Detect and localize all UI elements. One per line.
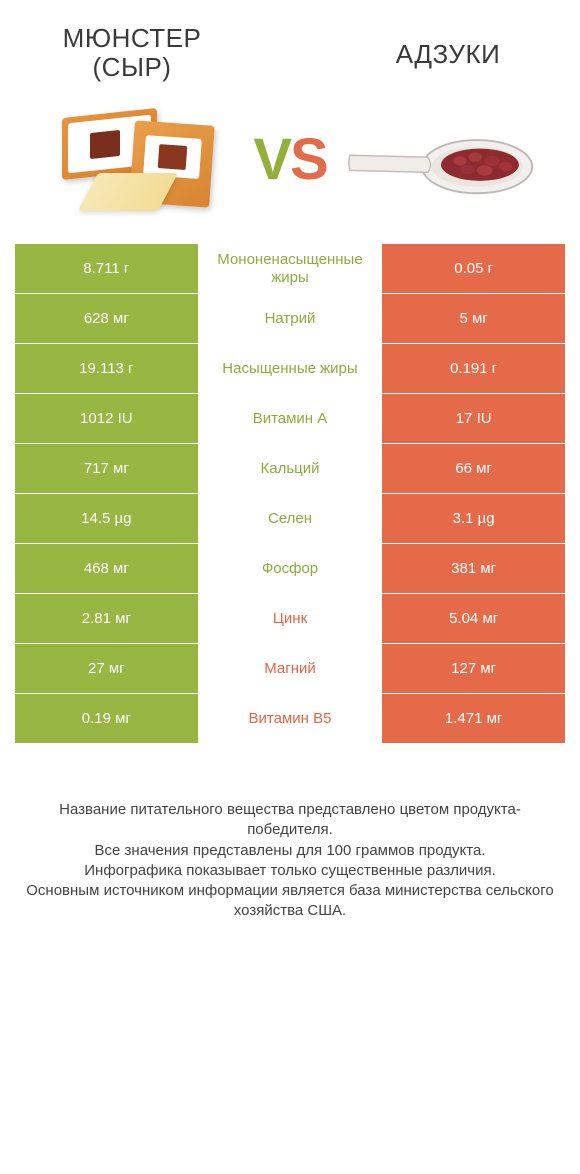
vs-v: V (253, 127, 290, 192)
table-row: 27 мгМагний127 мг (15, 644, 566, 694)
cell-nutrient: Натрий (198, 294, 382, 344)
footer-line: Основным источником информации является … (26, 882, 553, 919)
infographic: МЮНСТЕР (СЫР) АДЗУКИ VS (0, 0, 580, 958)
table-row: 2.81 мгЦинк5.04 мг (15, 594, 566, 644)
header-right: АДЗУКИ (350, 24, 546, 69)
cell-right: 66 мг (382, 444, 566, 494)
comparison-table-body: 8.711 гМононенасыщенные жиры0.05 г628 мг… (15, 244, 566, 744)
cell-right: 0.05 г (382, 244, 566, 294)
cell-nutrient: Насыщенные жиры (198, 344, 382, 394)
cell-right: 1.471 мг (382, 694, 566, 744)
cell-nutrient: Магний (198, 644, 382, 694)
comparison-table: 8.711 гМононенасыщенные жиры0.05 г628 мг… (14, 243, 566, 744)
product-right-image (327, 95, 556, 225)
cell-right: 381 мг (382, 544, 566, 594)
table-row: 8.711 гМононенасыщенные жиры0.05 г (15, 244, 566, 294)
table-row: 468 мгФосфор381 мг (15, 544, 566, 594)
cell-right: 0.191 г (382, 344, 566, 394)
product-left-image (24, 95, 253, 225)
cell-nutrient: Фосфор (198, 544, 382, 594)
cell-nutrient: Витамин B5 (198, 694, 382, 744)
footer-line: Название питательного вещества представл… (59, 801, 521, 838)
cell-left: 8.711 г (15, 244, 199, 294)
spoon-icon (346, 115, 536, 205)
vs-label: VS (253, 131, 326, 189)
footer-line: Все значения представлены для 100 граммо… (95, 842, 486, 859)
table-row: 14.5 µgСелен3.1 µg (15, 494, 566, 544)
header-left-line1: МЮНСТЕР (63, 23, 202, 53)
cell-left: 0.19 мг (15, 694, 199, 744)
vs-s: S (290, 127, 327, 192)
cell-left: 2.81 мг (15, 594, 199, 644)
table-row: 628 мгНатрий5 мг (15, 294, 566, 344)
header-left-line2: (СЫР) (93, 52, 172, 82)
cell-left: 628 мг (15, 294, 199, 344)
cell-nutrient: Селен (198, 494, 382, 544)
footer: Название питательного вещества представл… (14, 800, 566, 922)
cell-left: 1012 IU (15, 394, 199, 444)
image-row: VS (14, 89, 566, 243)
header-left: МЮНСТЕР (СЫР) (34, 24, 230, 81)
table-row: 1012 IUВитамин A17 IU (15, 394, 566, 444)
cell-nutrient: Мононенасыщенные жиры (198, 244, 382, 294)
header: МЮНСТЕР (СЫР) АДЗУКИ (14, 24, 566, 89)
cell-left: 468 мг (15, 544, 199, 594)
table-row: 0.19 мгВитамин B51.471 мг (15, 694, 566, 744)
cell-left: 14.5 µg (15, 494, 199, 544)
cell-nutrient: Кальций (198, 444, 382, 494)
table-row: 19.113 гНасыщенные жиры0.191 г (15, 344, 566, 394)
cell-left: 27 мг (15, 644, 199, 694)
cell-nutrient: Цинк (198, 594, 382, 644)
cell-right: 5.04 мг (382, 594, 566, 644)
cell-left: 717 мг (15, 444, 199, 494)
cell-nutrient: Витамин A (198, 394, 382, 444)
cell-right: 17 IU (382, 394, 566, 444)
cheese-icon (54, 105, 224, 215)
cell-left: 19.113 г (15, 344, 199, 394)
footer-line: Инфографика показывает только существенн… (84, 862, 496, 879)
cell-right: 5 мг (382, 294, 566, 344)
cell-right: 127 мг (382, 644, 566, 694)
cell-right: 3.1 µg (382, 494, 566, 544)
table-row: 717 мгКальций66 мг (15, 444, 566, 494)
